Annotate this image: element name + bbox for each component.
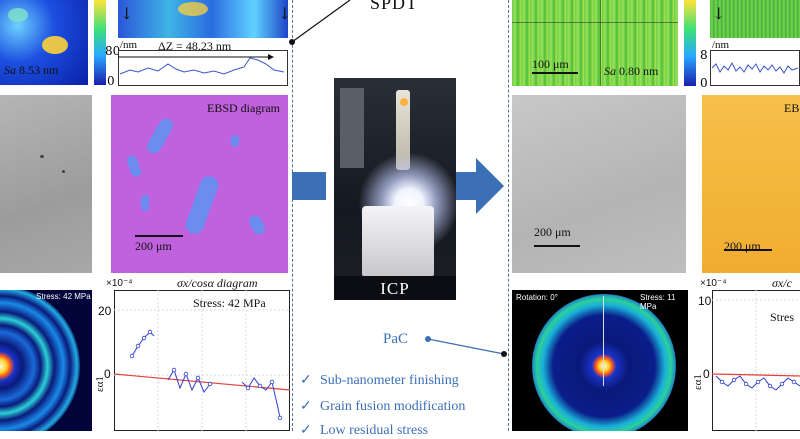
right-ebsd-scale: 200 μm [724, 239, 761, 254]
right-profile-chart [710, 50, 800, 86]
process-arrow-right [456, 158, 506, 216]
right-ebsd-map: EB 200 μm [702, 95, 800, 273]
left-3d-surface: ↓ ↓ [118, 0, 288, 38]
right-micrograph: 200 μm [512, 95, 686, 273]
right-colorbar [684, 0, 696, 86]
left-plot-ylabel: εα1 [94, 376, 106, 392]
right-plot-ylabel: εα1 [692, 374, 704, 390]
benefit-text: Grain fusion modification [320, 399, 465, 414]
left-ebsd-title: EBSD diagram [207, 101, 280, 116]
pac-pointer-line [420, 334, 510, 358]
right-plot-y-zero: 0 [703, 367, 710, 381]
left-ebsd-scale: 200 μm [135, 239, 172, 254]
right-topography-map: 100 μm Sa 0.80 nm [512, 0, 678, 86]
left-plot-exponent: ×10⁻⁴ [106, 278, 133, 289]
left-sa-label: Sa [4, 63, 16, 77]
spdt-pointer-line [288, 0, 368, 50]
left-xrd-ring: Stress: 42 MPa [0, 290, 92, 431]
left-ebsd-map: EBSD diagram 200 μm [111, 95, 288, 273]
right-sa-value: 0.80 nm [619, 64, 658, 78]
icp-label: ICP [334, 279, 456, 299]
benefit-item-2: ✓Grain fusion modification [300, 398, 465, 415]
check-icon: ✓ [300, 398, 320, 415]
benefit-item-1: ✓Sub-nanometer finishing [300, 372, 459, 389]
right-ebsd-title: EB [784, 101, 799, 116]
right-xrd-rotation: Rotation: 0° [516, 293, 558, 302]
icp-machine-photo: ICP [334, 78, 456, 300]
left-plot-stress: Stress: 42 MPa [193, 296, 266, 311]
left-xrd-stress: Stress: 42 MPa [36, 292, 91, 301]
left-micrograph [0, 95, 92, 273]
spdt-label: SPDT [370, 0, 418, 14]
right-sa-label: Sa [604, 64, 616, 78]
right-xrd-ring: Rotation: 0° Stress: 11 MPa [512, 290, 688, 431]
left-profile-chart [118, 50, 288, 86]
right-colorbar-bottom: 0 [700, 76, 708, 90]
check-icon: ✓ [300, 372, 320, 389]
left-sa-value: 8.53 nm [19, 63, 58, 77]
right-plot-title: σx/c [772, 276, 792, 291]
right-plot-y-top: 10 [698, 294, 711, 308]
divider-left [292, 0, 293, 431]
right-topo-scale: 100 μm [532, 57, 569, 72]
right-colorbar-top: 8 [700, 48, 708, 62]
process-arrow-left [292, 158, 334, 214]
benefit-text: Sub-nanometer finishing [320, 373, 459, 388]
right-micro-scale: 200 μm [534, 225, 571, 240]
pac-label: PaC [383, 331, 408, 348]
left-plot-y-top: 20 [98, 304, 111, 318]
right-plot-exponent: ×10⁻⁴ [700, 278, 727, 289]
divider-right [508, 0, 509, 431]
left-colorbar-bottom: 0 [107, 74, 115, 88]
right-3d-surface: ↓ [710, 0, 800, 38]
right-plot-stress: Stres [770, 310, 794, 325]
left-topography-map: Sa 8.53 nm [0, 0, 88, 85]
left-plot-title: σx/cosα diagram [177, 276, 258, 291]
left-residual-plot [114, 290, 290, 431]
right-xrd-stress: Stress: 11 MPa [640, 293, 688, 311]
left-colorbar [94, 0, 106, 85]
